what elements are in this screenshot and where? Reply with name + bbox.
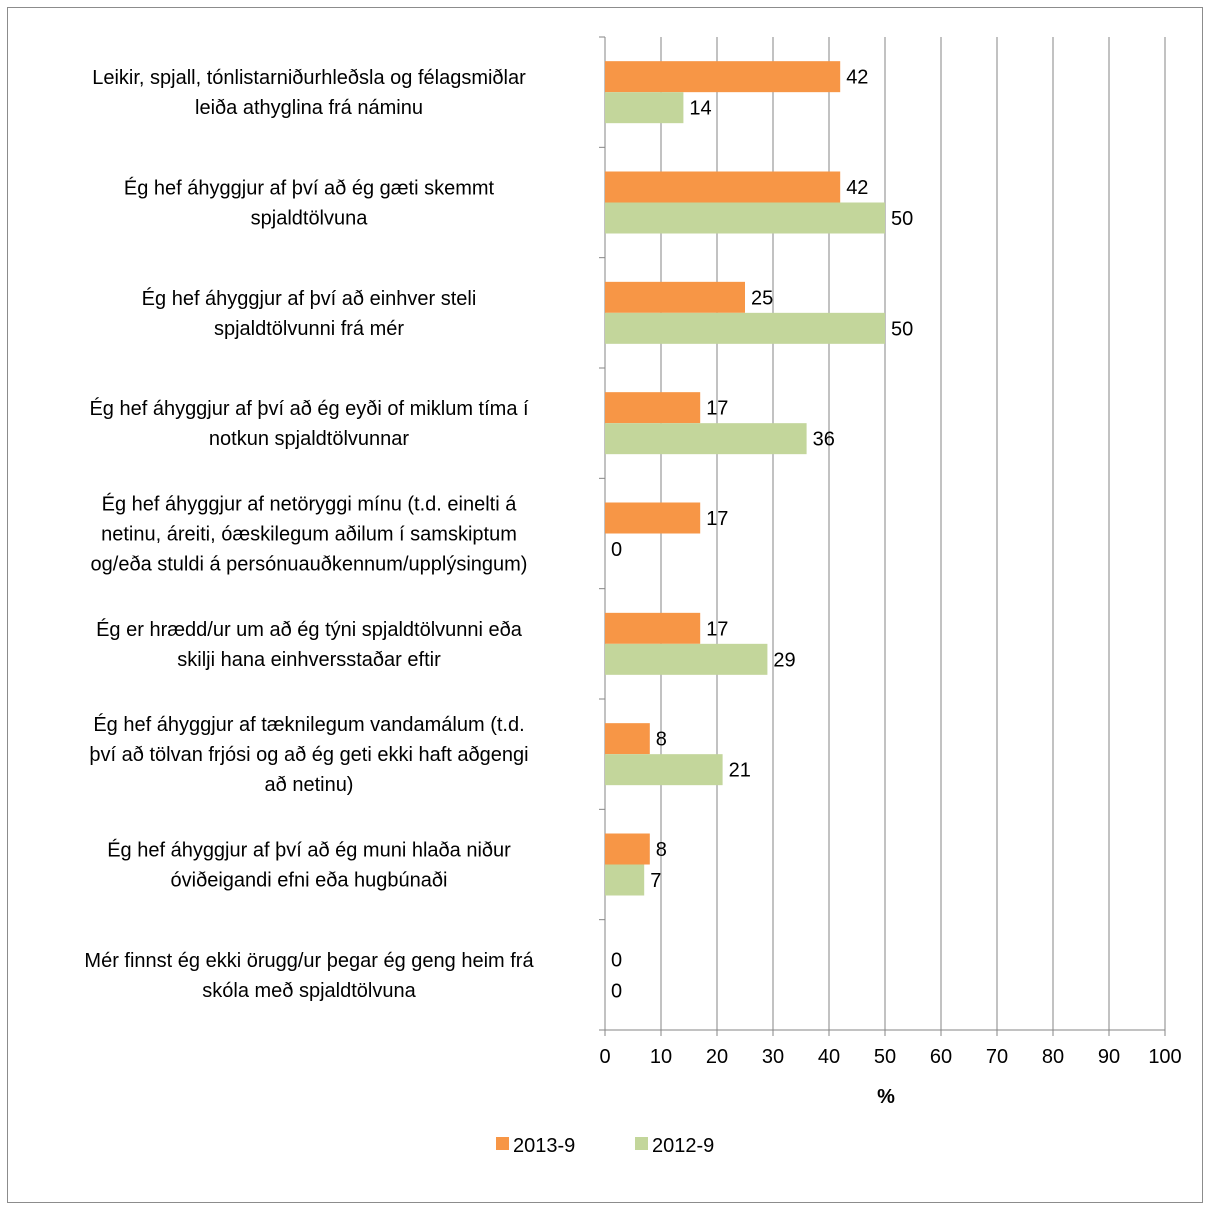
data-label: 42 [846,67,868,89]
legend-swatch [635,1137,648,1150]
bar-2012-9 [605,864,645,896]
data-labels: 42 14 42 50 25 50 17 36 17 0 17 29 8 21 8 7 0 0 [611,67,913,1003]
data-label: 17 [706,618,728,640]
bar-2013-9 [605,281,745,313]
category-label: Ég hef áhyggjur af því að ég muni hlaða … [107,839,511,892]
x-tick-label: 20 [706,1046,728,1068]
data-label: 25 [751,287,773,309]
x-tick-label: 80 [1042,1046,1064,1068]
data-label: 7 [650,870,661,892]
bar-2012-9 [605,202,885,234]
x-tick-label: 100 [1148,1046,1181,1068]
bar-2013-9 [605,612,701,644]
bar-2013-9 [605,392,701,424]
data-label: 0 [611,980,622,1002]
bar-2013-9 [605,171,841,203]
data-label: 8 [656,729,667,751]
data-label: 14 [689,98,711,120]
category-label: Ég er hrædd/ur um að ég týni spjaldtölvu… [96,618,523,671]
bar-2012-9 [605,312,885,344]
category-label: Ég hef áhyggjur af tæknilegum vandamálum… [89,713,528,796]
bars [605,61,885,896]
legend-label: 2013-9 [513,1135,575,1157]
category-labels: Leikir, spjall, tónlistarniðurhleðsla og… [84,67,534,1002]
x-tick-label: 40 [818,1046,840,1068]
data-label: 50 [891,208,913,230]
x-tick-label: 60 [930,1046,952,1068]
data-label: 21 [729,760,751,782]
x-tick-label: 70 [986,1046,1008,1068]
data-label: 36 [813,429,835,451]
legend: 2013-9 2012-9 [496,1135,714,1157]
data-label: 29 [773,649,795,671]
category-label: Leikir, spjall, tónlistarniðurhleðsla og… [92,67,526,119]
x-tick-label: 0 [599,1046,610,1068]
bar-2012-9 [605,423,807,455]
bar-2013-9 [605,61,841,93]
x-tick-label: 50 [874,1046,896,1068]
data-label: 17 [706,398,728,420]
category-label: Ég hef áhyggjur af því að ég gæti skemmt… [124,177,495,230]
category-label: Ég hef áhyggjur af því að einhver steli s… [142,287,477,340]
data-label: 17 [706,508,728,530]
x-tick-label: 10 [650,1046,672,1068]
category-label: Mér finnst ég ekki örugg/ur þegar ég gen… [84,950,534,1002]
x-axis-title: % [877,1086,895,1108]
bar-2012-9 [605,643,768,675]
x-tick-label: 90 [1098,1046,1120,1068]
data-label: 50 [891,318,913,340]
category-label: Ég hef áhyggjur af netöryggi mínu (t.d. … [91,493,528,576]
legend-swatch [496,1137,509,1150]
bar-2013-9 [605,833,650,865]
x-tick-labels: 0 10 20 30 40 50 60 70 80 90 100 [599,1046,1181,1068]
bar-2012-9 [605,92,684,124]
data-label: 0 [611,949,622,971]
bar-2013-9 [605,502,701,534]
bar-2012-9 [605,754,723,786]
category-label: Ég hef áhyggjur af því að ég eyði of mik… [89,397,529,450]
bar-2013-9 [605,723,650,755]
data-label: 8 [656,839,667,861]
data-label: 42 [846,177,868,199]
data-label: 0 [611,539,622,561]
legend-label: 2012-9 [652,1135,714,1157]
x-tick-label: 30 [762,1046,784,1068]
